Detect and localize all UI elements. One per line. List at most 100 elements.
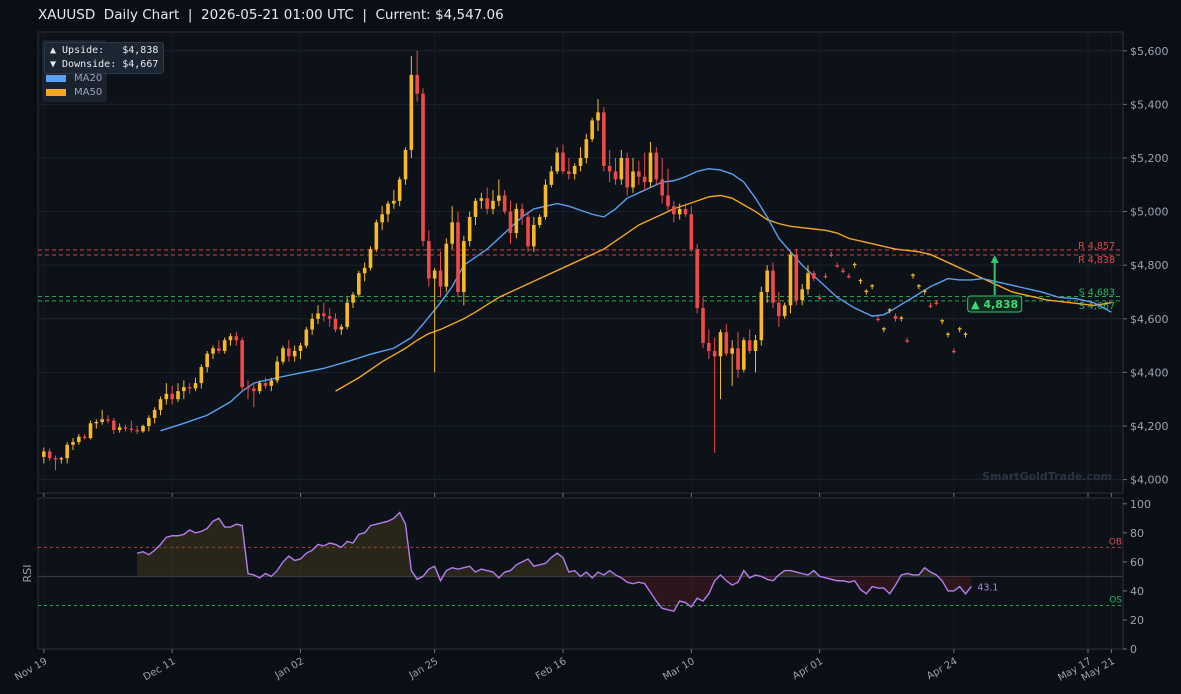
candle-body [117, 427, 122, 431]
candle [701, 297, 705, 349]
candle-body [77, 436, 81, 443]
candle-body [800, 289, 804, 301]
candle [71, 438, 75, 451]
candle-body [607, 166, 612, 172]
candle-body [747, 340, 752, 351]
price-ytick-label: $4,200 [1130, 420, 1169, 433]
candle [211, 345, 215, 359]
candle [963, 332, 968, 338]
candle [327, 308, 332, 327]
candle [444, 238, 449, 292]
candle-body [736, 348, 740, 370]
candle [537, 214, 542, 228]
candle-body [217, 348, 221, 351]
candle-body [905, 340, 909, 342]
candle-body [672, 206, 676, 215]
rsi-axis-label: RSI [21, 565, 34, 583]
candle-body [928, 305, 933, 307]
candle-body [549, 171, 554, 185]
candle-body [567, 171, 571, 175]
candle-body [765, 270, 769, 292]
candle [584, 133, 589, 164]
candle-body [403, 149, 408, 180]
candle-body [351, 294, 355, 303]
candle-body [584, 139, 589, 158]
candle-body [922, 290, 927, 292]
candle [182, 380, 186, 400]
candle-body [112, 420, 116, 431]
candle [578, 147, 583, 172]
candle [648, 141, 653, 188]
candle-body [876, 318, 880, 321]
candle [234, 332, 239, 346]
candle-body [654, 152, 659, 180]
candle-body [187, 387, 192, 389]
candle [852, 262, 857, 268]
candle-body [298, 345, 303, 351]
target-arrow-head [990, 254, 999, 263]
x-tick-label: Apr 24 [925, 656, 959, 682]
candle-body [362, 267, 367, 274]
candle [199, 364, 204, 389]
x-tick-label: Dec 11 [142, 656, 178, 683]
candle [922, 289, 927, 295]
candle [345, 297, 349, 330]
rsi-last-value: 43.1 [977, 583, 998, 594]
candle-body [596, 112, 600, 121]
candle-body [287, 348, 291, 357]
candle-body [47, 451, 52, 459]
candle-body [602, 112, 606, 167]
candle-body [269, 380, 274, 386]
candle-body [870, 285, 874, 287]
candle [520, 203, 524, 225]
candle [794, 249, 799, 306]
candle [287, 340, 291, 362]
candle-body [281, 348, 285, 362]
candle-body [660, 179, 664, 196]
candle-body [526, 216, 530, 247]
candle [275, 356, 279, 384]
candle [158, 396, 163, 416]
legend-label-ma50: MA50 [74, 86, 103, 98]
candle-body [858, 279, 863, 282]
candle [514, 203, 519, 239]
candle [677, 203, 682, 220]
candle [217, 340, 221, 354]
candle [368, 246, 373, 271]
rsi-fill-below [137, 576, 972, 612]
level-label-support: S 4,667 [1079, 301, 1115, 312]
candle [77, 434, 81, 445]
candle [351, 291, 355, 309]
candle [59, 456, 64, 464]
candle-body [724, 332, 729, 354]
rsi-ytick-label: 60 [1130, 556, 1144, 569]
candle [263, 377, 268, 389]
candle-body [123, 427, 128, 429]
candle [607, 149, 612, 183]
candle [427, 230, 431, 287]
candle-body [257, 383, 262, 392]
candle [917, 283, 921, 290]
rsi-os-label: OS [1109, 595, 1122, 605]
level-label-resistance: R 4,838 [1078, 255, 1115, 266]
candle [392, 190, 396, 209]
candle [928, 302, 933, 309]
candle [876, 316, 880, 322]
candle-body [345, 302, 349, 327]
candle-body [631, 171, 635, 188]
candle [129, 420, 134, 433]
candle [806, 265, 810, 295]
candle-body [152, 409, 157, 418]
candle-body [497, 195, 501, 201]
candle-body [823, 275, 828, 278]
candle [625, 152, 629, 196]
candle-body [176, 391, 180, 400]
candle-body [788, 254, 793, 306]
candle-body [590, 120, 594, 140]
rsi-ytick-label: 80 [1130, 527, 1144, 540]
price-ytick-label: $4,800 [1130, 259, 1169, 272]
candle-body [613, 171, 618, 180]
candle-body [572, 166, 577, 175]
candle [742, 337, 746, 373]
candle-body [946, 333, 950, 335]
